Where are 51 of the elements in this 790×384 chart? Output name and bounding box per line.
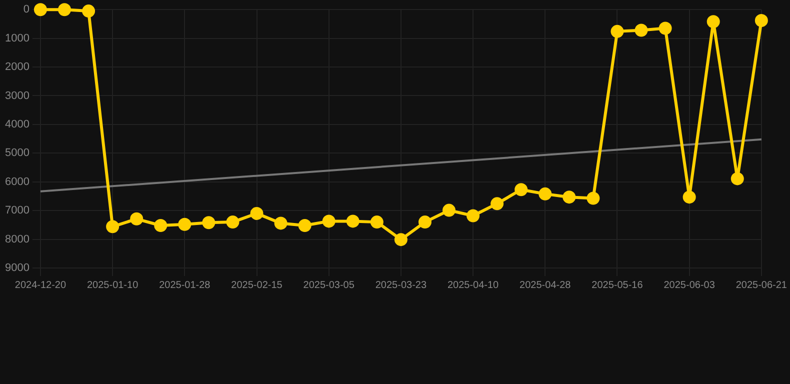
point bbox=[610, 24, 624, 38]
point bbox=[226, 216, 240, 229]
y-tick-label: 4000 bbox=[4, 118, 30, 130]
x-tick-label: 2025-01-10 bbox=[86, 280, 139, 291]
point bbox=[586, 192, 600, 205]
point bbox=[178, 218, 192, 231]
point bbox=[322, 214, 336, 228]
point bbox=[130, 212, 144, 226]
point bbox=[370, 216, 384, 229]
point bbox=[274, 216, 288, 230]
x-tick-label: 2025-04-10 bbox=[447, 280, 500, 291]
point bbox=[466, 209, 480, 222]
x-tick-label: 2025-06-03 bbox=[664, 280, 716, 291]
x-tick-label: 2025-02-15 bbox=[231, 280, 283, 291]
x-tick-label: 2025-01-28 bbox=[159, 280, 211, 291]
y-tick-label: 0 bbox=[23, 4, 30, 16]
point bbox=[346, 214, 360, 228]
point bbox=[58, 3, 72, 16]
x-tick-label: 2025-03-23 bbox=[375, 280, 427, 291]
y-tick-label: 7000 bbox=[4, 204, 30, 217]
point bbox=[754, 14, 768, 28]
point bbox=[298, 219, 312, 232]
point bbox=[418, 216, 432, 229]
y-tick-label: 1000 bbox=[4, 32, 30, 44]
point bbox=[394, 233, 408, 246]
y-tick-label: 8000 bbox=[4, 233, 30, 246]
point bbox=[634, 24, 648, 37]
point bbox=[658, 22, 672, 35]
point bbox=[490, 197, 504, 210]
point bbox=[514, 183, 528, 196]
point bbox=[106, 220, 120, 234]
point bbox=[706, 15, 720, 28]
point bbox=[562, 190, 576, 204]
y-tick-label: 9000 bbox=[4, 262, 30, 274]
point bbox=[154, 219, 168, 232]
point bbox=[442, 204, 456, 217]
x-tick-label: 2025-06-21 bbox=[736, 280, 788, 291]
y-tick-label: 6000 bbox=[4, 176, 30, 188]
point bbox=[730, 172, 744, 186]
point bbox=[202, 216, 216, 230]
x-tick-label: 2025-04-28 bbox=[520, 280, 572, 291]
point bbox=[538, 187, 552, 200]
y-tick-label: 2000 bbox=[4, 61, 30, 74]
x-tick-label: 2024-12-20 bbox=[14, 280, 66, 291]
x-tick-label: 2025-05-16 bbox=[592, 280, 644, 291]
y-tick-label: 3000 bbox=[4, 90, 30, 102]
point bbox=[682, 190, 696, 204]
y-tick-label: 5000 bbox=[4, 147, 30, 160]
point bbox=[250, 206, 264, 220]
point bbox=[82, 4, 96, 18]
x-tick-label: 2025-03-05 bbox=[303, 280, 355, 291]
